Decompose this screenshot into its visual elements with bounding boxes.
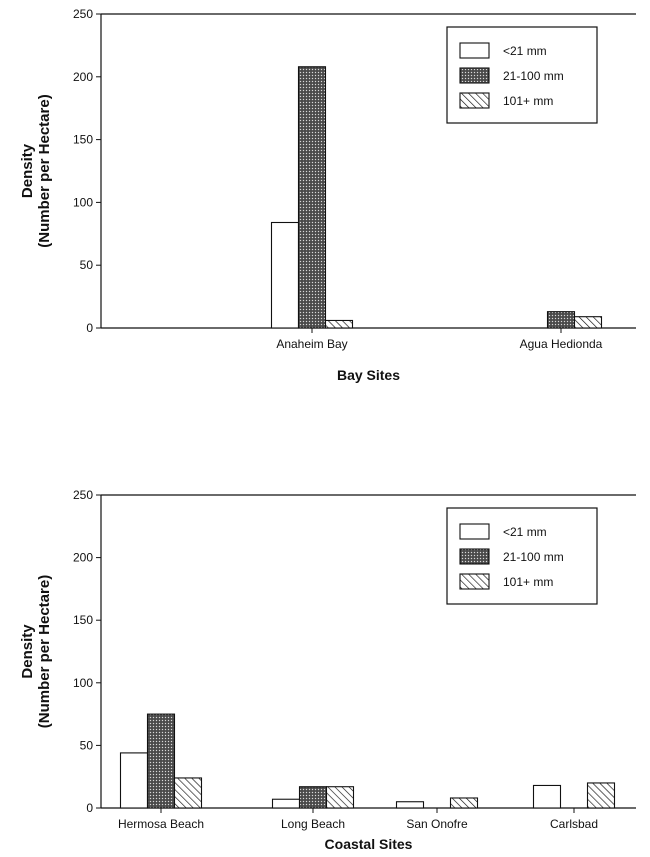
bar-hatched — [325, 786, 355, 809]
legend-label: 21-100 mm — [503, 550, 564, 564]
x-tick-label: Carlsbad — [550, 817, 598, 831]
x-tick-label: Hermosa Beach — [118, 817, 204, 831]
y-tick-label: 50 — [80, 738, 94, 752]
x-axis-title: Coastal Sites — [325, 836, 413, 852]
y-tick-label: 100 — [73, 676, 93, 690]
legend: <21 mm 21-100 mm 101+ mm — [446, 507, 598, 605]
bar-open — [271, 798, 301, 809]
bar-stippled — [297, 66, 327, 329]
legend: <21 mm 21-100 mm 101+ mm — [446, 26, 598, 124]
y-tick-label: 200 — [73, 70, 93, 84]
legend-label: <21 mm — [503, 525, 547, 539]
x-tick-label: Long Beach — [281, 817, 345, 831]
legend-swatch-hatched — [459, 573, 490, 590]
chart-panel-2: 0 50 100 150 200 250 Density(Number per Hectar… — [19, 488, 636, 852]
y-axis-title-line-1: Density — [19, 143, 36, 198]
legend-label: 101+ mm — [503, 94, 553, 108]
x-axis-title: Bay Sites — [337, 367, 400, 383]
y-tick-label: 250 — [73, 7, 93, 21]
y-axis-title: Density(Number per Hectare) — [19, 94, 53, 247]
bar-hatched — [449, 797, 479, 809]
y-tick-label: 0 — [86, 321, 93, 335]
y-axis-title-line-2: (Number per Hectare) — [36, 575, 53, 728]
legend-label: 101+ mm — [503, 575, 553, 589]
legend-swatch-stippled — [459, 67, 490, 84]
bar-hatched — [573, 316, 603, 329]
y-tick-label: 150 — [73, 133, 93, 147]
legend-swatch-stippled — [459, 548, 490, 565]
bar-hatched — [173, 777, 203, 809]
chart-panel-1: 0 50 100 150 200 250 Density(Number per Hectar… — [19, 7, 636, 383]
y-tick-label: 100 — [73, 195, 93, 209]
bar-open — [532, 784, 562, 809]
legend-label: 21-100 mm — [503, 69, 564, 83]
y-tick-label: 50 — [80, 258, 94, 272]
bar-stippled — [546, 311, 576, 329]
legend-swatch-open — [459, 42, 490, 59]
legend-swatch-open — [459, 523, 490, 540]
bar-hatched — [586, 782, 616, 809]
x-tick-label: San Onofre — [406, 817, 468, 831]
bar-stippled — [298, 786, 328, 809]
bar-hatched — [324, 319, 354, 329]
bar-open — [119, 752, 149, 809]
legend-label: <21 mm — [503, 44, 547, 58]
y-tick-label: 0 — [86, 801, 93, 815]
y-axis-title-line-2: (Number per Hectare) — [36, 94, 53, 247]
legend-swatch-hatched — [459, 92, 490, 109]
y-axis-title: Density(Number per Hectare) — [19, 575, 53, 728]
x-tick-label: Anaheim Bay — [276, 337, 347, 351]
y-tick-label: 200 — [73, 551, 93, 565]
bar-open — [395, 801, 425, 809]
x-tick-label: Agua Hedionda — [520, 337, 603, 351]
y-tick-label: 250 — [73, 488, 93, 502]
y-axis-title-line-1: Density — [19, 624, 36, 679]
bar-open — [270, 221, 300, 329]
bar-stippled — [146, 713, 176, 809]
y-tick-label: 150 — [73, 613, 93, 627]
